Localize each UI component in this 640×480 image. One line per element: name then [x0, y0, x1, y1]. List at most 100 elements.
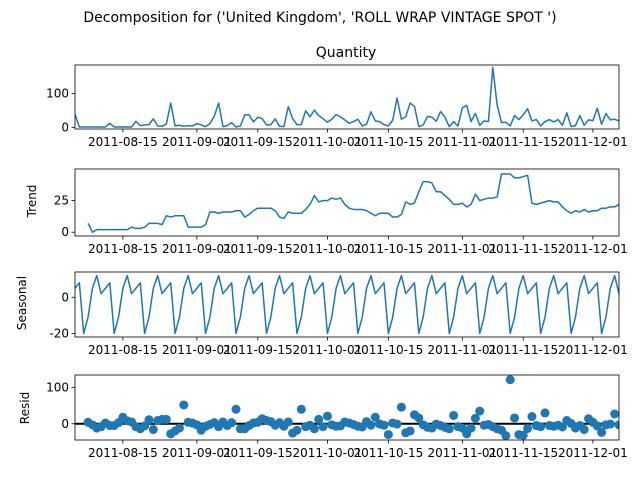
quantity-panel: Quantity 0 100 2011-08-15 2011-09-012011-09…: [46, 45, 628, 149]
resid-point: [366, 420, 376, 430]
xtick-label: 2011-10-01: [293, 343, 363, 357]
xtick-label: 2011-09-15: [223, 446, 293, 460]
xtick-label: 2011-10-15: [353, 242, 423, 256]
resid-point: [405, 426, 415, 436]
resid-point: [309, 424, 319, 434]
resid-ylabel: Resid: [18, 392, 32, 424]
xtick-label: 2011-11-01: [427, 135, 497, 149]
resid-point: [540, 408, 550, 418]
resid-point: [144, 415, 154, 425]
xtick-label: 2011-12-01: [558, 135, 628, 149]
resid-point: [227, 418, 237, 428]
xtick-label: 2011-09-01: [162, 242, 232, 256]
axes-frame: [74, 64, 620, 130]
resid-point: [527, 412, 537, 422]
figure-suptitle: Decomposition for ('United Kingdom', 'RO…: [83, 10, 556, 26]
ytick-label: -20: [49, 326, 69, 340]
resid-point: [470, 413, 480, 423]
xtick-label: 2011-11-15: [488, 242, 558, 256]
seasonal-line: [75, 274, 619, 335]
xtick-label: 2011-11-01: [427, 446, 497, 460]
xtick-label: 2011-12-01: [558, 343, 628, 357]
resid-point: [518, 430, 528, 440]
xtick-label: 2011-11-15: [488, 446, 558, 460]
resid-point: [618, 424, 619, 427]
resid-point: [610, 409, 619, 419]
xtick-label: 2011-10-01: [293, 135, 363, 149]
quantity-line: [75, 66, 619, 128]
resid-point: [592, 421, 602, 431]
xtick-label: 2011-11-15: [488, 135, 558, 149]
xtick-label: 2011-08-15: [88, 135, 158, 149]
quantity-panel-title: Quantity: [316, 45, 377, 61]
resid-panel: Resid 0 100 2011-08-15 2011-09-012011-09-15…: [18, 374, 640, 460]
resid-point: [632, 425, 640, 434]
plot-area: [87, 173, 619, 233]
ytick-label: 0: [61, 417, 69, 431]
ytick-label: 25: [54, 194, 69, 208]
xtick-label: 2011-08-15: [88, 343, 158, 357]
xtick-label: 2011-09-15: [223, 242, 293, 256]
resid-point: [501, 431, 511, 440]
resid-point: [318, 422, 328, 432]
xtick-label: 2011-09-15: [223, 135, 293, 149]
resid-point: [322, 411, 332, 421]
resid-point: [466, 423, 476, 433]
resid-point: [292, 425, 302, 435]
resid-point: [523, 423, 533, 433]
resid-point: [370, 412, 380, 422]
resid-point: [614, 420, 619, 430]
resid-point: [449, 410, 459, 420]
ytick-label: 0: [61, 120, 69, 134]
resid-point: [231, 404, 241, 414]
xtick-label: 2011-09-01: [162, 446, 232, 460]
resid-point: [475, 406, 485, 416]
resid-point: [444, 424, 454, 434]
xtick-label: 2011-08-15: [88, 242, 158, 256]
resid-point: [148, 425, 158, 435]
resid-point: [296, 404, 306, 414]
resid-point: [161, 414, 171, 424]
xtick-label: 2011-10-15: [353, 343, 423, 357]
resid-point: [536, 422, 546, 432]
resid-point: [392, 419, 402, 429]
resid-point: [174, 423, 184, 433]
resid-point: [383, 430, 393, 440]
xtick-label: 2011-09-15: [223, 343, 293, 357]
xtick-label: 2011-09-01: [162, 135, 232, 149]
xtick-label: 2011-09-01: [162, 343, 232, 357]
resid-point: [505, 375, 515, 385]
xtick-label: 2011-11-15: [488, 343, 558, 357]
resid-point: [283, 417, 293, 427]
resid-point: [605, 419, 615, 429]
resid-point: [179, 400, 189, 410]
ytick-label: 0: [61, 290, 69, 304]
xtick-label: 2011-10-15: [353, 446, 423, 460]
axes-frame: [74, 271, 620, 338]
xtick-label: 2011-08-15: [88, 446, 158, 460]
ytick-label: 100: [46, 87, 69, 101]
plot-area: [75, 66, 619, 128]
resid-point: [414, 413, 424, 423]
resid-point: [557, 422, 567, 432]
plot-area: [75, 274, 619, 335]
xtick-label: 2011-12-01: [558, 242, 628, 256]
seasonal-panel: Seasonal -20 0 2011-08-15 2011-09-012011-09…: [15, 271, 628, 357]
plot-area: [75, 375, 640, 440]
xtick-label: 2011-10-01: [293, 242, 363, 256]
trend-ylabel: Trend: [25, 185, 39, 219]
trend-line: [87, 173, 619, 233]
xtick-label: 2011-10-15: [353, 135, 423, 149]
resid-point: [314, 414, 324, 424]
ytick-label: 100: [46, 381, 69, 395]
resid-point: [579, 425, 589, 435]
resid-point: [396, 402, 406, 412]
xtick-label: 2011-11-01: [427, 242, 497, 256]
axes-frame: [74, 374, 620, 441]
resid-point: [597, 427, 607, 437]
xtick-label: 2011-11-01: [427, 343, 497, 357]
resid-point: [510, 413, 520, 423]
xtick-label: 2011-12-01: [558, 446, 628, 460]
